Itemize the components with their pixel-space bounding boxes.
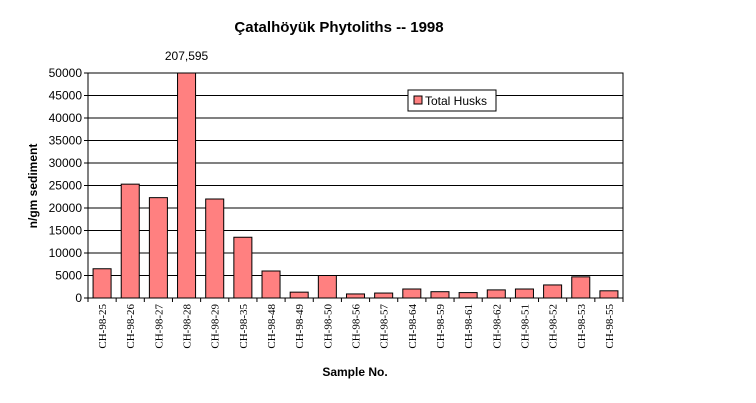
chart-title: Çatalhöyük Phytoliths -- 1998 bbox=[234, 19, 443, 36]
y-tick-label: 10000 bbox=[49, 246, 83, 260]
bar bbox=[458, 292, 478, 299]
x-tick-label: CH-98-52 bbox=[548, 304, 560, 349]
bar bbox=[599, 290, 619, 299]
x-tick-label: CH-98-61 bbox=[463, 304, 475, 349]
y-tick-label: 50000 bbox=[49, 66, 83, 80]
x-tick-label: CH-98-59 bbox=[435, 304, 447, 349]
bar bbox=[92, 268, 112, 299]
x-tick-label: CH-98-50 bbox=[322, 304, 334, 349]
x-tick-label: CH-98-57 bbox=[379, 304, 391, 349]
y-axis-label: n/gm sediment bbox=[26, 144, 40, 229]
y-tick-label: 45000 bbox=[49, 89, 83, 103]
legend-box bbox=[407, 89, 497, 112]
y-tick-label: 20000 bbox=[49, 201, 83, 215]
y-tick-label: 30000 bbox=[49, 156, 83, 170]
bar bbox=[430, 291, 450, 299]
x-tick-label: CH-98-48 bbox=[266, 304, 278, 349]
bar bbox=[571, 276, 591, 299]
x-tick-label: CH-98-29 bbox=[210, 304, 222, 349]
x-tick-label: CH-98-49 bbox=[294, 304, 306, 349]
x-axis-label: Sample No. bbox=[322, 365, 387, 379]
x-tick-label: CH-98-35 bbox=[238, 304, 250, 349]
x-tick-label: CH-98-55 bbox=[604, 304, 616, 349]
y-tick-label: 15000 bbox=[49, 224, 83, 238]
x-tick-label: CH-98-53 bbox=[576, 304, 588, 349]
x-tick-label: CH-98-27 bbox=[153, 304, 165, 349]
bar bbox=[120, 183, 140, 299]
y-tick-label: 35000 bbox=[49, 134, 83, 148]
x-tick-label: CH-98-64 bbox=[407, 304, 419, 349]
bar bbox=[486, 289, 506, 299]
x-tick-label: CH-98-62 bbox=[491, 304, 503, 349]
bar bbox=[514, 288, 534, 299]
x-tick-label: CH-98-28 bbox=[182, 304, 194, 349]
x-tick-label: CH-98-51 bbox=[519, 304, 531, 349]
bar bbox=[261, 270, 281, 299]
x-tick-label: CH-98-56 bbox=[351, 304, 363, 349]
legend-swatch bbox=[413, 95, 423, 105]
bar bbox=[289, 291, 309, 299]
bar bbox=[345, 293, 366, 299]
bar bbox=[543, 284, 563, 299]
y-tick-label: 0 bbox=[75, 291, 82, 305]
x-tick-label: CH-98-25 bbox=[97, 304, 109, 349]
bar bbox=[177, 72, 197, 299]
bar bbox=[402, 288, 422, 299]
y-tick-label: 25000 bbox=[49, 179, 83, 193]
bar bbox=[233, 236, 253, 299]
bar bbox=[205, 198, 225, 299]
x-tick-label: CH-98-26 bbox=[125, 304, 137, 349]
data-label: 207,595 bbox=[165, 49, 209, 63]
y-tick-label: 5000 bbox=[55, 269, 82, 283]
legend-label: Total Husks bbox=[425, 94, 487, 108]
y-tick-label: 40000 bbox=[49, 111, 83, 125]
bar bbox=[317, 275, 337, 299]
bar bbox=[374, 292, 394, 299]
bar bbox=[148, 197, 168, 299]
